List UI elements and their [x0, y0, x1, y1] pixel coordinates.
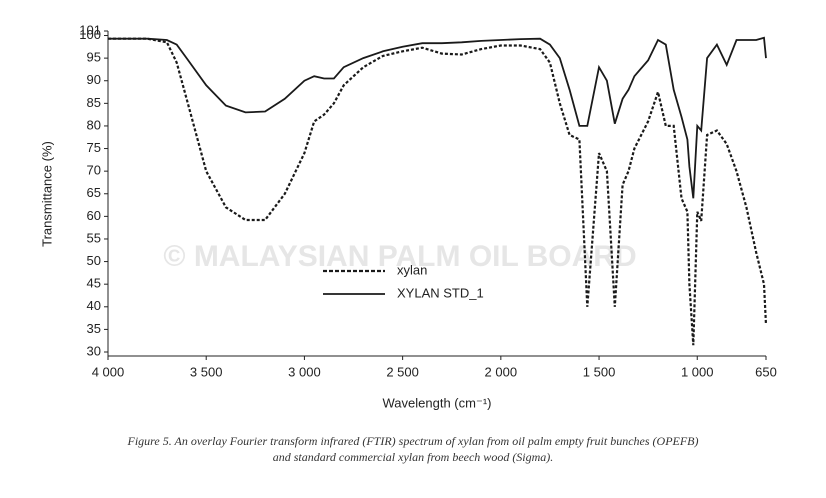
y-tick-label: 40: [87, 298, 101, 313]
x-tick-label: 3 000: [288, 364, 321, 379]
y-tick-label: 80: [87, 117, 101, 132]
x-tick-label: 2 000: [485, 364, 518, 379]
y-tick-label: 101: [79, 22, 101, 37]
x-tick-label: 4 000: [92, 364, 125, 379]
series-line: [108, 37, 768, 346]
x-tick-label: 1 500: [583, 364, 616, 379]
y-tick-label: 75: [87, 140, 101, 155]
y-tick-label: 50: [87, 253, 101, 268]
y-tick-label: 90: [87, 72, 101, 87]
caption: Figure 5. An overlay Fourier transform i…: [126, 434, 698, 448]
y-tick-label: 60: [87, 208, 101, 223]
x-axis-label: Wavelength (cm⁻¹): [383, 395, 492, 410]
x-tick-label: 2 500: [386, 364, 419, 379]
y-tick-label: 30: [87, 343, 101, 358]
watermark: © MALAYSIAN PALM OIL BOARD: [163, 240, 636, 273]
y-tick-label: 45: [87, 276, 101, 291]
y-tick-label: 70: [87, 163, 101, 178]
series-line: [108, 36, 767, 199]
x-tick-label: 650: [755, 364, 777, 379]
caption: and standard commercial xylan from beech…: [273, 450, 554, 464]
y-tick-label: 35: [87, 321, 101, 336]
legend-label: XYLAN STD_1: [397, 285, 484, 300]
y-tick-label: 100: [79, 27, 101, 42]
legend-label: xylan: [397, 262, 427, 277]
x-tick-label: 1 000: [681, 364, 714, 379]
x-tick-label: 3 500: [190, 364, 223, 379]
y-tick-label: 55: [87, 230, 101, 245]
y-tick-label: 95: [87, 50, 101, 65]
y-tick-label: 85: [87, 95, 101, 110]
y-axis-label: Transmittance (%): [39, 141, 54, 247]
y-tick-label: 65: [87, 185, 101, 200]
